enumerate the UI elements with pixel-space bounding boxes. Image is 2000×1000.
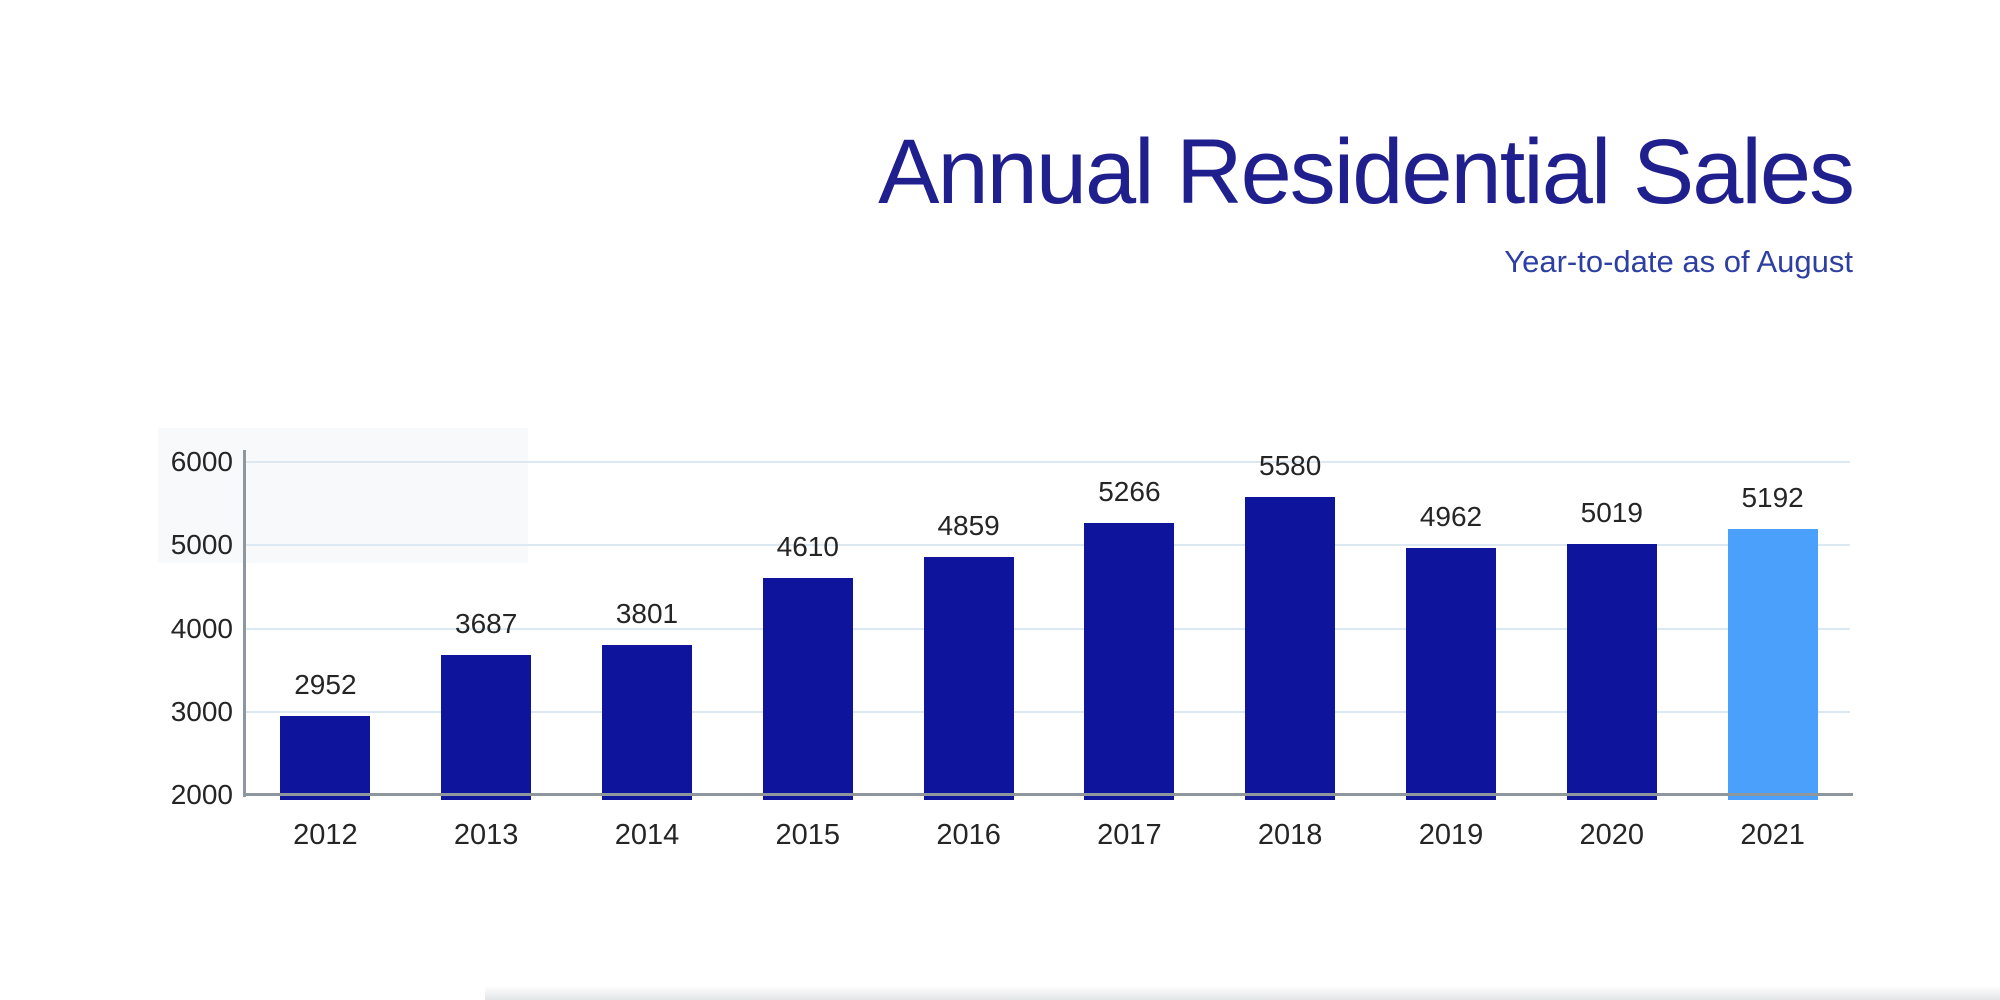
bar-value-label: 5019	[1580, 496, 1643, 528]
x-axis-label: 2016	[936, 819, 1001, 851]
bar	[1245, 496, 1336, 800]
bar-value-label: 5192	[1741, 482, 1804, 514]
gridline	[245, 627, 1850, 630]
bar	[602, 645, 692, 800]
bar	[280, 715, 371, 800]
bar	[1084, 523, 1175, 800]
gridline	[245, 544, 1850, 547]
page-bottom-shade	[485, 986, 2000, 1000]
bar	[923, 556, 1014, 800]
x-axis-label: 2013	[453, 819, 519, 851]
bar	[1727, 529, 1818, 800]
bar-value-label: 4859	[937, 509, 1000, 541]
bar	[441, 654, 532, 800]
x-axis-label: 2018	[1257, 819, 1323, 851]
chart-subtitle: Year-to-date as of August	[1504, 244, 1853, 279]
x-axis-label: 2020	[1579, 819, 1645, 851]
x-axis-line	[243, 793, 1853, 796]
bar	[1406, 548, 1496, 800]
bar-value-label: 5266	[1098, 476, 1161, 508]
bar-value-label: 2952	[294, 668, 357, 700]
chart-title: Annual Residential Sales	[878, 121, 1855, 223]
x-axis-label: 2014	[614, 819, 680, 851]
y-axis-tick-label: 2000	[170, 779, 233, 810]
y-axis-tick-label: 4000	[170, 612, 233, 644]
bar	[1566, 543, 1657, 800]
x-axis-label: 2017	[1097, 819, 1162, 851]
bar-value-label: 3801	[615, 598, 679, 630]
x-axis-label: 2019	[1418, 819, 1484, 851]
bar-value-label: 4962	[1419, 501, 1483, 533]
bar-value-label: 4610	[776, 530, 839, 562]
bar-value-label: 5580	[1259, 449, 1322, 481]
y-axis-tick-label: 5000	[170, 529, 233, 561]
y-axis-line	[243, 450, 246, 797]
gridline	[245, 710, 1850, 713]
y-axis-tick-label: 3000	[170, 695, 233, 727]
x-axis-label: 2021	[1740, 819, 1805, 851]
x-axis-label: 2012	[293, 819, 358, 851]
chart-header: Annual Residential Sales Year-to-date as…	[878, 121, 1855, 279]
background-artifact-rect	[158, 428, 528, 563]
bar-value-label: 3687	[455, 607, 518, 639]
y-axis-tick-label: 6000	[170, 446, 233, 477]
bar	[762, 577, 853, 800]
gridline	[245, 461, 1850, 463]
x-axis-label: 2015	[775, 819, 841, 851]
